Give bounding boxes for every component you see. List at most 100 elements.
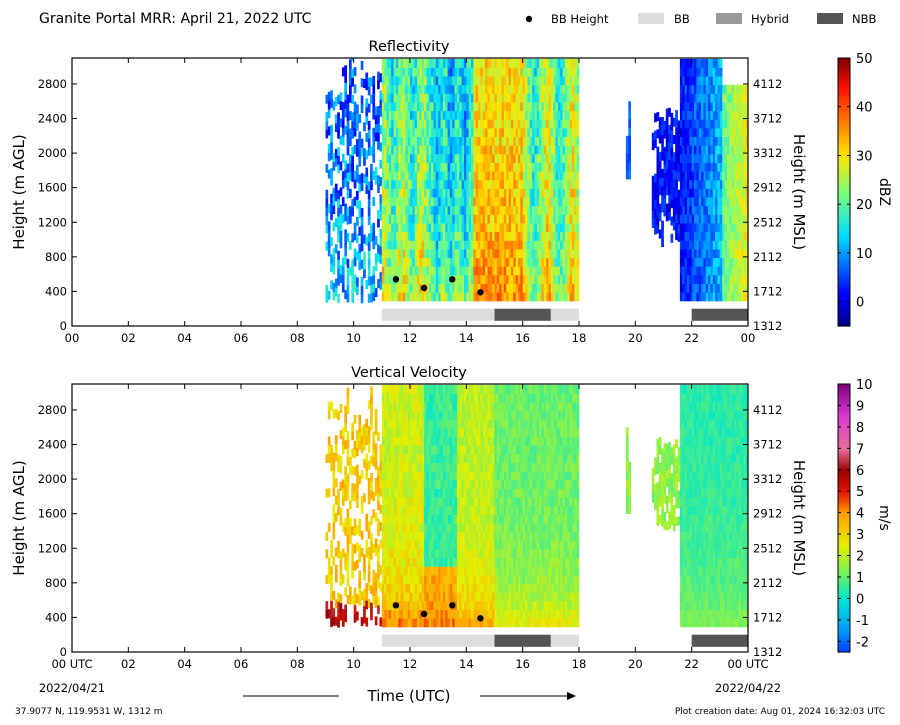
reflectivity-cell (449, 93, 453, 103)
reflectivity-cell (468, 223, 472, 233)
reflectivity-cell (351, 146, 354, 156)
reflectivity-cell (431, 128, 434, 137)
reflectivity-cell (567, 188, 570, 198)
reflectivity-cell (403, 179, 406, 189)
reflectivity-cell (499, 275, 502, 284)
reflectivity-cell (499, 179, 502, 189)
velocity-cell (424, 523, 427, 533)
reflectivity-cell (492, 188, 495, 198)
reflectivity-cell (412, 179, 415, 189)
reflectivity-cell (562, 257, 566, 267)
reflectivity-cell (426, 162, 430, 172)
reflectivity-cell (384, 84, 387, 94)
velocity-cell (433, 514, 437, 524)
reflectivity-cell (525, 249, 528, 259)
reflectivity-cell (428, 266, 432, 276)
velocity-cell (433, 445, 437, 455)
reflectivity-cell (555, 171, 559, 181)
reflectivity-cell (433, 266, 437, 276)
reflectivity-cell (710, 76, 714, 86)
reflectivity-cell (562, 249, 566, 259)
reflectivity-cell (543, 58, 547, 68)
reflectivity-cell (658, 177, 662, 187)
reflectivity-cell (567, 119, 570, 129)
reflectivity-cell (543, 257, 547, 267)
reflectivity-cell (379, 254, 383, 264)
reflectivity-cell (525, 136, 528, 146)
reflectivity-cell (569, 84, 573, 94)
reflectivity-cell (367, 120, 371, 130)
reflectivity-cell (576, 197, 580, 207)
velocity-cell (405, 410, 408, 420)
reflectivity-cell (482, 179, 486, 189)
reflectivity-cell (435, 283, 439, 293)
velocity-cell (419, 575, 423, 585)
velocity-cell (442, 471, 446, 481)
reflectivity-cell (550, 275, 554, 284)
reflectivity-colorbar-step (838, 234, 850, 238)
reflectivity-cell (724, 179, 728, 189)
velocity-cell (370, 611, 373, 621)
reflectivity-cell (391, 93, 394, 103)
reflectivity-cell (424, 214, 427, 224)
reflectivity-cell (440, 292, 444, 302)
reflectivity-cell (395, 76, 399, 86)
reflectivity-cell (736, 84, 739, 94)
velocity-cell (414, 575, 418, 585)
reflectivity-cell (679, 136, 683, 146)
reflectivity-cell (485, 119, 488, 129)
reflectivity-cell (327, 221, 331, 231)
reflectivity-cell (424, 257, 427, 267)
reflectivity-cell (400, 145, 404, 155)
reflectivity-cell (670, 156, 674, 165)
velocity-cell (426, 462, 430, 472)
velocity-cell (442, 436, 446, 446)
reflectivity-cell (698, 136, 702, 146)
velocity-cell (412, 384, 415, 394)
velocity-cell (334, 616, 338, 626)
velocity-cell (370, 455, 373, 465)
reflectivity-cell (729, 171, 732, 181)
velocity-cell (424, 454, 427, 463)
reflectivity-cell (421, 179, 425, 189)
reflectivity-cell (356, 190, 359, 200)
reflectivity-cell (670, 190, 674, 200)
reflectivity-cell (679, 102, 683, 112)
reflectivity-cell (407, 76, 411, 86)
velocity-cell (431, 505, 434, 515)
reflectivity-cell (471, 283, 474, 293)
reflectivity-cell (668, 151, 671, 160)
reflectivity-cell (454, 67, 458, 77)
velocity-cell (412, 445, 415, 455)
reflectivity-cell (743, 128, 746, 137)
reflectivity-cell (506, 275, 509, 284)
reflectivity-cell (407, 145, 411, 155)
reflectivity-cell (576, 76, 580, 86)
velocity-cell (438, 557, 441, 567)
reflectivity-cell (698, 275, 702, 284)
velocity-cell (421, 505, 425, 515)
reflectivity-cell (459, 154, 462, 163)
reflectivity-cell (715, 223, 718, 233)
reflectivity-cell (513, 162, 516, 172)
reflectivity-cell (715, 145, 718, 155)
reflectivity-cell (567, 67, 570, 77)
reflectivity-cell (532, 67, 535, 77)
reflectivity-cell (480, 67, 484, 77)
velocity-cell (412, 601, 415, 610)
reflectivity-cell (414, 188, 418, 198)
velocity-cell (407, 445, 411, 455)
reflectivity-cell (576, 136, 580, 146)
velocity-cell (426, 471, 430, 481)
reflectivity-cell (447, 179, 451, 189)
reflectivity-cell (710, 136, 714, 146)
reflectivity-cell (532, 205, 535, 215)
reflectivity-cell (515, 171, 519, 181)
reflectivity-colorbar-step (838, 142, 850, 146)
reflectivity-cell (698, 249, 702, 259)
reflectivity-cell (679, 292, 683, 302)
reflectivity-cell (703, 76, 707, 86)
reflectivity-cell (456, 84, 460, 94)
reflectivity-cell (715, 162, 718, 172)
velocity-cell (405, 428, 408, 438)
